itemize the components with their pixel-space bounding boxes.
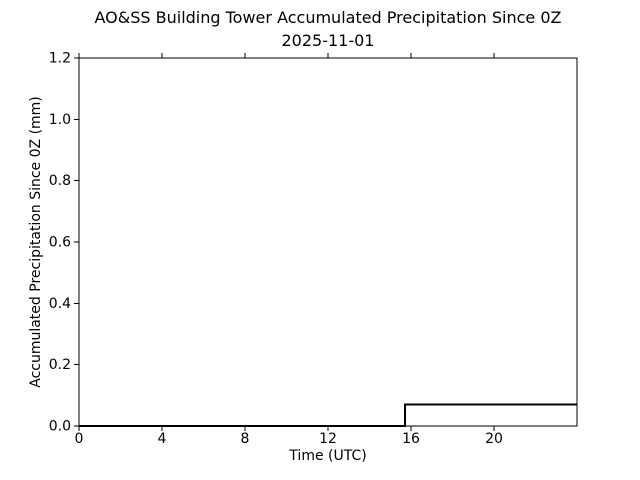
x-tick-label: 12 <box>319 431 337 447</box>
x-tick-label: 20 <box>485 431 503 447</box>
y-tick-label: 0.0 <box>49 419 71 435</box>
y-tick-label: 0.6 <box>49 235 71 251</box>
chart-title-block: AO&SS Building Tower Accumulated Precipi… <box>95 6 562 52</box>
precipitation-step-line <box>79 403 577 427</box>
chart-title: AO&SS Building Tower Accumulated Precipi… <box>94 8 562 27</box>
y-tick-label: 0.4 <box>49 296 71 312</box>
x-tick-label: 4 <box>158 431 167 447</box>
y-tick-label: 0.8 <box>49 173 71 189</box>
x-tick-label: 0 <box>75 431 84 447</box>
y-tick-label: 0.2 <box>49 357 71 373</box>
x-tick-label: 8 <box>241 431 250 447</box>
y-axis-label: Accumulated Precipitation Since 0Z (mm) <box>28 96 44 388</box>
chart-subtitle: 2025-11-01 <box>281 31 375 50</box>
plot-area-border <box>78 57 578 427</box>
y-tick-label: 1.2 <box>49 51 71 67</box>
y-tick-label: 1.0 <box>49 112 71 128</box>
x-axis-label: Time (UTC) <box>289 448 367 464</box>
plot-contents: 0 4 8 12 16 20 0.0 0.2 0.4 0.6 0.8 1.0 1.2 <box>49 51 577 447</box>
x-tick-label: 16 <box>402 431 420 447</box>
